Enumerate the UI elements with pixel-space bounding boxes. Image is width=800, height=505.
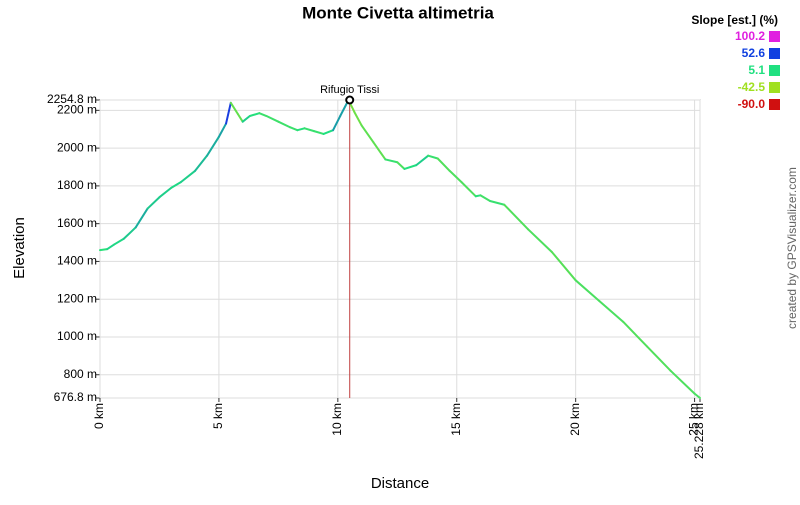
y-tick-label: 1600 m	[57, 216, 97, 230]
profile-segment	[289, 126, 299, 132]
legend-label: 100.2	[735, 29, 765, 43]
y-tick-label: 2000 m	[57, 140, 97, 154]
profile-segment	[113, 237, 125, 246]
profile-segment	[194, 154, 209, 172]
x-tick-label: 25 km	[687, 403, 701, 436]
profile-segment	[415, 154, 430, 167]
legend-swatch	[769, 65, 780, 76]
profile-segment	[146, 196, 161, 210]
profile-segment	[550, 250, 577, 282]
y-tick-label: 1200 m	[57, 291, 97, 305]
profile-segment	[99, 248, 109, 252]
profile-segment	[134, 207, 149, 229]
x-tick-label: 10 km	[330, 403, 344, 436]
profile-segment	[322, 129, 335, 135]
legend-title: Slope [est.] (%)	[691, 13, 778, 27]
profile-segment	[436, 157, 451, 172]
y-axis-label: Elevation	[11, 217, 28, 279]
profile-segment	[122, 226, 137, 240]
profile-segment	[158, 186, 173, 199]
profile-segment	[384, 158, 399, 164]
profile-segment	[217, 122, 228, 138]
y-tick-label: 800 m	[64, 367, 97, 381]
legend-swatch	[769, 48, 780, 59]
profile-segment	[646, 345, 672, 372]
x-tick-label: 0 km	[92, 403, 106, 429]
profile-segment	[313, 130, 325, 135]
profile-segment	[396, 161, 406, 170]
profile-segment	[206, 135, 220, 157]
profile-segment	[296, 127, 306, 132]
profile-segment	[265, 115, 280, 123]
profile-segment	[360, 124, 375, 144]
profile-segment	[503, 203, 530, 231]
profile-segment	[241, 115, 251, 123]
waypoint-label: Rifugio Tissi	[320, 84, 379, 96]
legend-label: -42.5	[738, 80, 766, 94]
legend-swatch	[769, 82, 780, 93]
x-axis-label: Distance	[371, 475, 429, 492]
x-tick-label: 25.228 km	[692, 403, 706, 459]
profile-segment	[448, 169, 463, 184]
profile-segment	[460, 181, 477, 198]
y-tick-label: 1800 m	[57, 178, 97, 192]
x-tick-label: 15 km	[449, 403, 463, 436]
legend-label: 5.1	[748, 63, 765, 77]
profile-segment	[106, 243, 116, 251]
profile-segment	[353, 111, 363, 127]
profile-segment	[248, 112, 261, 118]
credit: created by GPSVisualizer.com	[785, 167, 799, 329]
profile-segment	[527, 228, 553, 253]
waypoint-marker	[345, 95, 355, 105]
chart-title: Monte Civetta altimetria	[302, 3, 494, 22]
profile-segment	[332, 115, 342, 132]
profile-segment	[236, 113, 244, 123]
profile-segment	[303, 127, 316, 133]
legend-swatch	[769, 99, 780, 110]
profile-segment	[479, 194, 492, 202]
legend-label: -90.0	[738, 97, 766, 111]
profile-segment	[693, 392, 701, 399]
x-tick-label: 20 km	[568, 403, 582, 436]
y-tick-label: 676.8 m	[54, 390, 97, 404]
profile-segment	[372, 141, 387, 161]
profile-segment	[669, 369, 696, 395]
profile-segment	[403, 164, 418, 170]
profile-segment	[277, 120, 292, 129]
y-tick-label: 1400 m	[57, 254, 97, 268]
profile-segment	[225, 101, 232, 125]
profile-segment	[427, 154, 439, 160]
y-tick-label: 2200 m	[57, 103, 97, 117]
profile-segment	[622, 320, 649, 348]
profile-segment	[598, 300, 625, 323]
y-tick-label: 1000 m	[57, 329, 97, 343]
profile-segment	[574, 279, 601, 303]
x-tick-label: 5 km	[211, 403, 225, 429]
y-tick-label: 2254.8 m	[47, 92, 97, 106]
legend-label: 52.6	[742, 46, 766, 60]
profile-segment	[179, 169, 197, 184]
profile-segment	[170, 181, 182, 189]
profile-segment	[489, 199, 506, 206]
legend-swatch	[769, 31, 780, 42]
profile-segment	[258, 112, 268, 118]
profile-segment	[229, 101, 239, 116]
